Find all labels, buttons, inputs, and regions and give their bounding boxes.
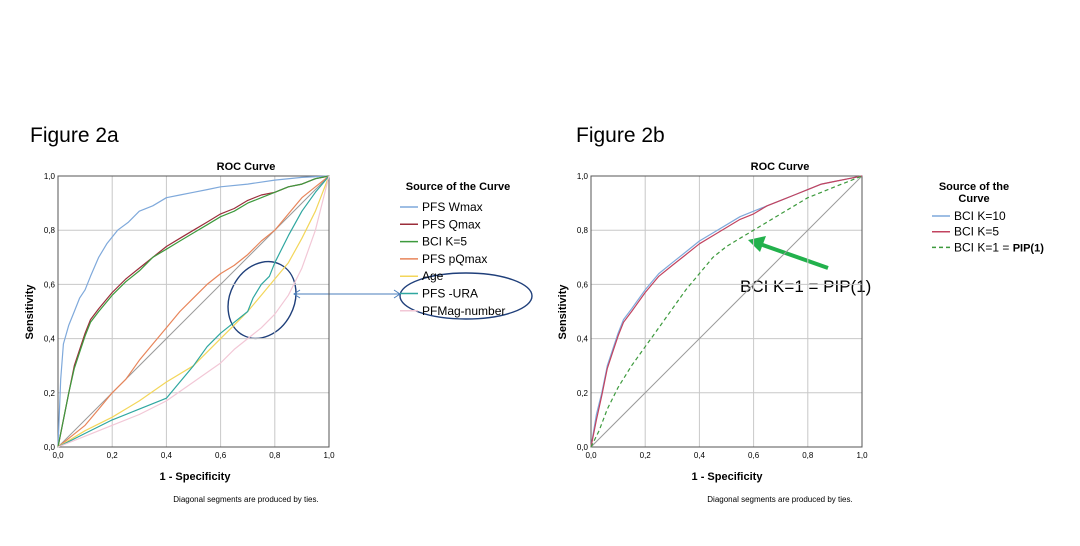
chart-a-x-tick-label: 0,6: [215, 451, 227, 460]
chart-b-y-tick-label: 0,6: [577, 280, 589, 289]
figure-2b-label: Figure 2b: [576, 124, 665, 147]
chart-b-xlabel: 1 - Specificity: [692, 471, 764, 483]
chart-b-series-line: [590, 175, 863, 448]
chart-a-series-line: [57, 175, 330, 448]
chart-a-title: ROC Curve: [217, 161, 276, 173]
chart-a-series-line: [57, 175, 330, 448]
chart-b-plot-frame: [590, 175, 863, 448]
chart-a-xlabel: 1 - Specificity: [160, 471, 232, 483]
chart-b-x-tick-label: 0,2: [640, 451, 652, 460]
chart-a-legend-title: Source of the Curve: [406, 181, 511, 193]
chart-a-legend-label: PFMag-number: [422, 304, 505, 318]
chart-a-legend-label: Age: [422, 269, 444, 283]
chart-a-x-tick-label: 0,4: [161, 451, 173, 460]
chart-b-note: Diagonal segments are produced by ties.: [707, 495, 852, 504]
annotation-arrow-shaft: [759, 242, 829, 270]
chart-a-highlight-ellipse: [227, 260, 297, 340]
chart-b-ylabel: Sensitivity: [557, 284, 569, 340]
chart-b-legend-title-line1: Source of the: [939, 181, 1009, 193]
chart-a-plot-frame: [57, 175, 330, 448]
chart-b-legend-label: BCI K=1 = PIP(1): [954, 240, 1044, 254]
chart-a-legend-label: PFS -URA: [422, 287, 478, 301]
chart-a-y-tick-label: 0,6: [44, 280, 56, 289]
chart-a-x-tick-label: 0,0: [52, 451, 64, 460]
chart-b-title: ROC Curve: [751, 161, 810, 173]
chart-b-legend-label: BCI K=5: [954, 225, 999, 239]
chart-b-series-line: [590, 175, 863, 448]
chart-a-x-tick-label: 0,8: [269, 451, 281, 460]
chart-a-ylabel: Sensitivity: [24, 284, 36, 340]
chart-b-y-tick-label: 0,4: [577, 335, 589, 344]
chart-a-legend-label: PFS Qmax: [422, 217, 481, 231]
figure-2a-label: Figure 2a: [30, 124, 119, 147]
chart-b-y-tick-label: 0,2: [577, 389, 589, 398]
chart-b-x-tick-label: 0,0: [585, 451, 597, 460]
chart-b-x-tick-label: 0,4: [694, 451, 706, 460]
chart-a-series-line: [57, 175, 330, 448]
chart-b-x-tick-label: 1,0: [856, 451, 868, 460]
chart-b-legend-title-line2: Curve: [958, 193, 989, 205]
chart-b-y-tick-label: 1,0: [577, 172, 589, 181]
chart-a-series-line: [57, 175, 330, 448]
chart-a-reference-line: [57, 175, 330, 448]
chart-b-legend-label: BCI K=10: [954, 209, 1006, 223]
chart-b-annotation: BCI K=1 = PIP(1): [740, 277, 871, 296]
arrow-head-left: [293, 289, 301, 299]
chart-b-reference-line: [590, 175, 863, 448]
chart-a-y-tick-label: 1,0: [44, 172, 56, 181]
chart-a-legend-label: BCI K=5: [422, 235, 467, 249]
chart-b-y-tick-label: 0,0: [577, 443, 589, 452]
chart-b-y-tick-label: 0,8: [577, 226, 589, 235]
chart-a-series-line: [57, 175, 330, 448]
chart-a-y-tick-label: 0,4: [44, 335, 56, 344]
chart-b-x-tick-label: 0,6: [748, 451, 760, 460]
legend-highlight-ellipse: [399, 272, 533, 320]
chart-a-legend-label: PFS Wmax: [422, 200, 483, 214]
chart-b-x-tick-label: 0,8: [802, 451, 814, 460]
chart-a-y-tick-label: 0,0: [44, 443, 56, 452]
chart-a-series-line: [57, 175, 330, 448]
chart-a-legend-label: PFS pQmax: [422, 252, 487, 266]
chart-a-y-tick-label: 0,8: [44, 226, 56, 235]
chart-a-x-tick-label: 0,2: [107, 451, 119, 460]
annotation-arrow-head: [748, 236, 766, 252]
chart-marks: 0,0 0,2 0,4 0,6 0,8 1,0 0,0 0,2 0,4 0,6 0,8 1,0 PFS …: [44, 172, 1044, 460]
chart-a-y-tick-label: 0,2: [44, 389, 56, 398]
chart-a-x-tick-label: 1,0: [323, 451, 335, 460]
chart-a-note: Diagonal segments are produced by ties.: [173, 495, 318, 504]
